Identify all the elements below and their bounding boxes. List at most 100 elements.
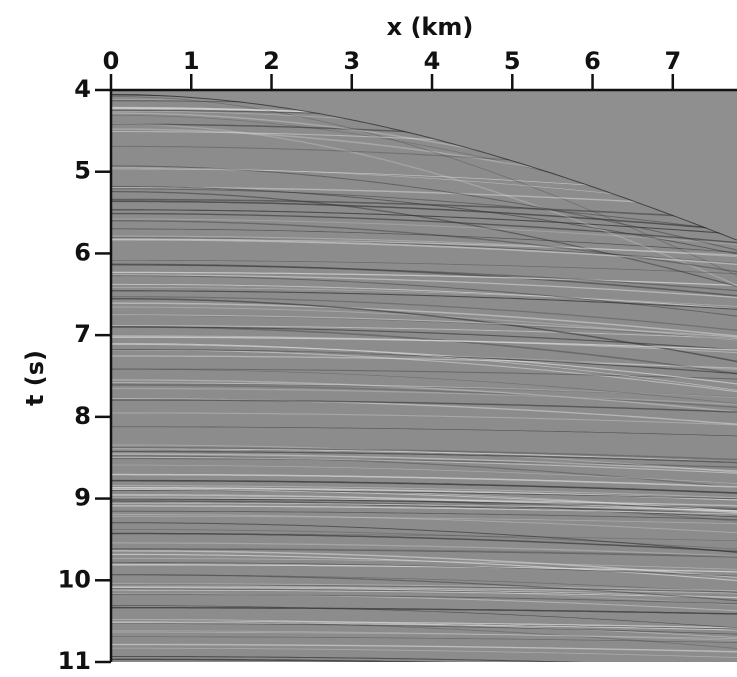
seismic-event: [111, 382, 737, 398]
seismic-event: [111, 479, 737, 494]
seismic-event: [111, 631, 737, 640]
y-tick-label: 11: [58, 647, 91, 675]
seismic-event: [111, 456, 737, 474]
seismic-event: [111, 355, 737, 369]
seismic-event: [111, 644, 737, 653]
seismic-event: [111, 336, 737, 351]
y-tick-label: 7: [74, 320, 91, 348]
seismic-event: [111, 343, 737, 385]
seismic-event: [111, 473, 737, 488]
seismic-event: [111, 399, 737, 413]
y-tick-label: 10: [58, 565, 91, 593]
seismic-panel: [111, 90, 737, 662]
y-axis-title: t (s): [21, 350, 49, 406]
seismic-event: [111, 589, 737, 599]
seismic-event: [111, 505, 737, 515]
seismic-event: [111, 297, 737, 363]
y-tick-label: 6: [74, 238, 91, 266]
seismic-event: [111, 200, 737, 232]
seismic-event: [111, 647, 737, 658]
seismic-event: [111, 384, 737, 409]
seismic-event: [111, 485, 737, 499]
seismic-event: [111, 498, 737, 509]
seismic-event: [111, 274, 737, 299]
seismic-event: [111, 264, 737, 292]
seismic-event: [111, 220, 737, 273]
x-tick-label: 0: [103, 47, 120, 75]
seismic-event: [111, 593, 737, 605]
seismic-event: [111, 237, 737, 265]
seismic-event: [111, 349, 737, 393]
seismic-event: [111, 533, 737, 542]
seismic-event: [111, 457, 737, 469]
y-tick-label: 5: [74, 157, 91, 185]
seismic-event: [111, 489, 737, 500]
seismic-event: [111, 290, 737, 310]
seismic-event: [111, 636, 737, 643]
seismic-event: [111, 218, 737, 246]
seismic-event: [111, 522, 737, 554]
seismic-event: [111, 502, 737, 512]
seismic-event: [111, 450, 737, 464]
seismic-event: [111, 493, 737, 514]
seismic-event: [111, 198, 737, 221]
seismic-event: [111, 302, 737, 337]
seismic-event: [111, 342, 737, 391]
seismic-event: [111, 426, 737, 437]
seismic-event: [111, 96, 737, 276]
seismic-event: [111, 326, 737, 375]
seismic-event: [111, 186, 737, 209]
seismic-event: [111, 379, 737, 413]
seismic-event: [111, 314, 737, 338]
seismic-event: [111, 658, 460, 662]
seismic-event: [111, 325, 737, 339]
seismic-event: [111, 584, 737, 593]
seismic-event: [111, 593, 737, 612]
seismic-event: [111, 228, 737, 253]
first-arrival-above: [111, 90, 737, 240]
seismic-event: [111, 238, 737, 257]
seismic-event: [111, 619, 737, 638]
seismic-event: [111, 368, 737, 404]
seismic-event: [111, 622, 737, 631]
seismic-event: [111, 562, 737, 577]
seismic-event: [111, 190, 737, 288]
seismic-event: [111, 513, 737, 534]
seismic-event: [111, 315, 737, 340]
seismic-event: [111, 412, 737, 426]
y-tick-label: 9: [74, 484, 91, 512]
seismic-event: [111, 548, 737, 558]
seismic-event: [111, 486, 737, 512]
seismic-event: [111, 455, 737, 489]
seismic-event: [111, 188, 737, 232]
seismic-event: [111, 510, 737, 520]
x-tick-label: 1: [183, 47, 200, 75]
x-axis-title: x (km): [387, 13, 474, 41]
seismic-event: [111, 209, 737, 235]
seismic-event: [111, 368, 737, 380]
x-tick-label: 2: [263, 47, 280, 75]
seismic-event: [111, 623, 737, 635]
seismic-event: [111, 586, 737, 594]
seismic-event: [111, 123, 737, 286]
seismic-event: [111, 489, 737, 512]
seismic-event: [111, 448, 737, 463]
seismic-event: [111, 283, 737, 310]
y-tick-label: 4: [74, 75, 91, 103]
seismic-event: [111, 643, 737, 653]
seismic-event: [111, 383, 737, 398]
seismic-event: [111, 620, 737, 629]
seismic-event: [111, 296, 737, 331]
seismic-event: [111, 542, 737, 557]
seismic-event: [111, 605, 737, 629]
x-tick-label: 3: [343, 47, 360, 75]
seismic-event: [111, 515, 737, 525]
seismic-event: [111, 553, 737, 582]
seismic-event: [111, 550, 737, 578]
seismic-event: [111, 574, 737, 593]
seismic-event: [111, 587, 737, 598]
seismic-event: [111, 287, 737, 307]
x-tick-label: 7: [664, 47, 681, 75]
seismic-event: [111, 259, 737, 274]
